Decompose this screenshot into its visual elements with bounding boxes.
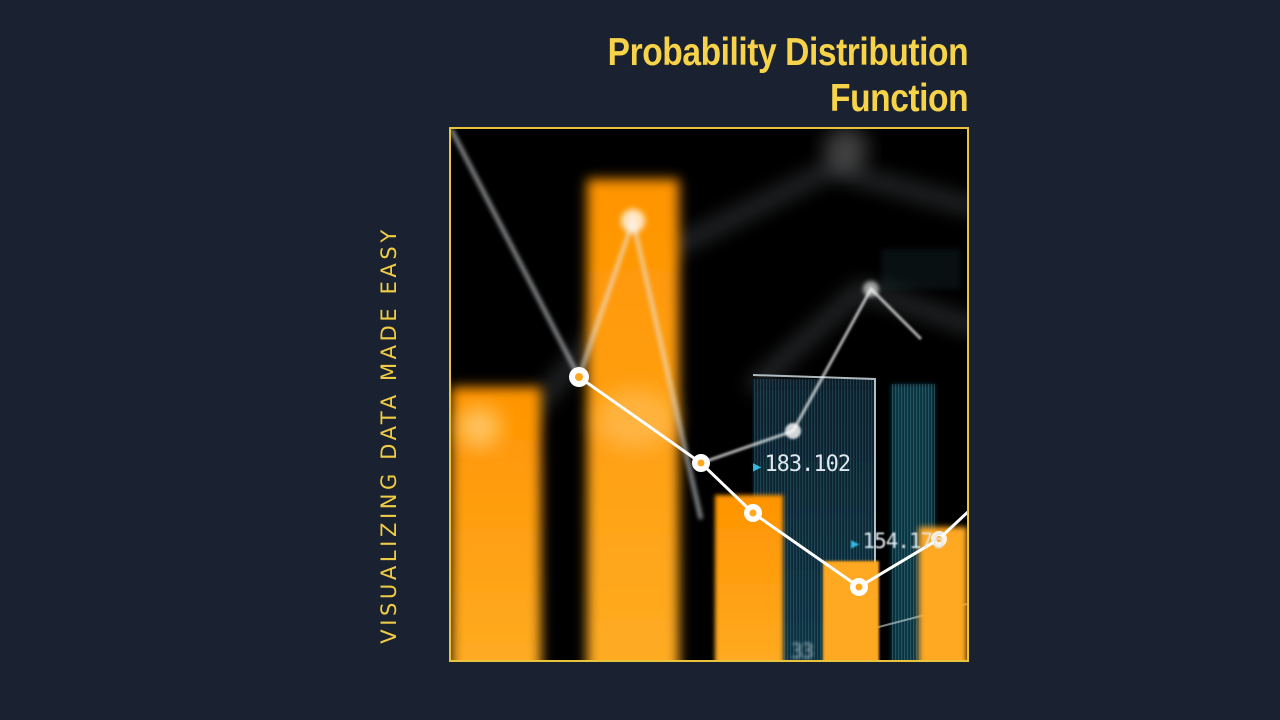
readout-1-value: 183.102 <box>764 452 851 477</box>
play-marker-icon: ▶ <box>851 536 860 552</box>
readout-3-value: 33 <box>791 639 814 662</box>
chart-photo: ▶ 183.102 ▶ 154.176 33 <box>449 127 969 662</box>
readout-3: 33 <box>791 639 814 662</box>
readout-1: ▶ 183.102 <box>753 452 851 477</box>
title-line-1: Probability Distribution <box>607 31 969 74</box>
tagline: VISUALIZING DATA MADE EASY <box>377 226 401 644</box>
readout-2: ▶ 154.176 <box>851 529 945 553</box>
chart-photo-illustration <box>451 129 967 660</box>
page-title: Probability Distribution Function <box>607 30 969 122</box>
play-marker-icon: ▶ <box>753 459 762 475</box>
readout-2-value: 154.176 <box>862 529 945 553</box>
title-line-2: Function <box>829 77 969 120</box>
